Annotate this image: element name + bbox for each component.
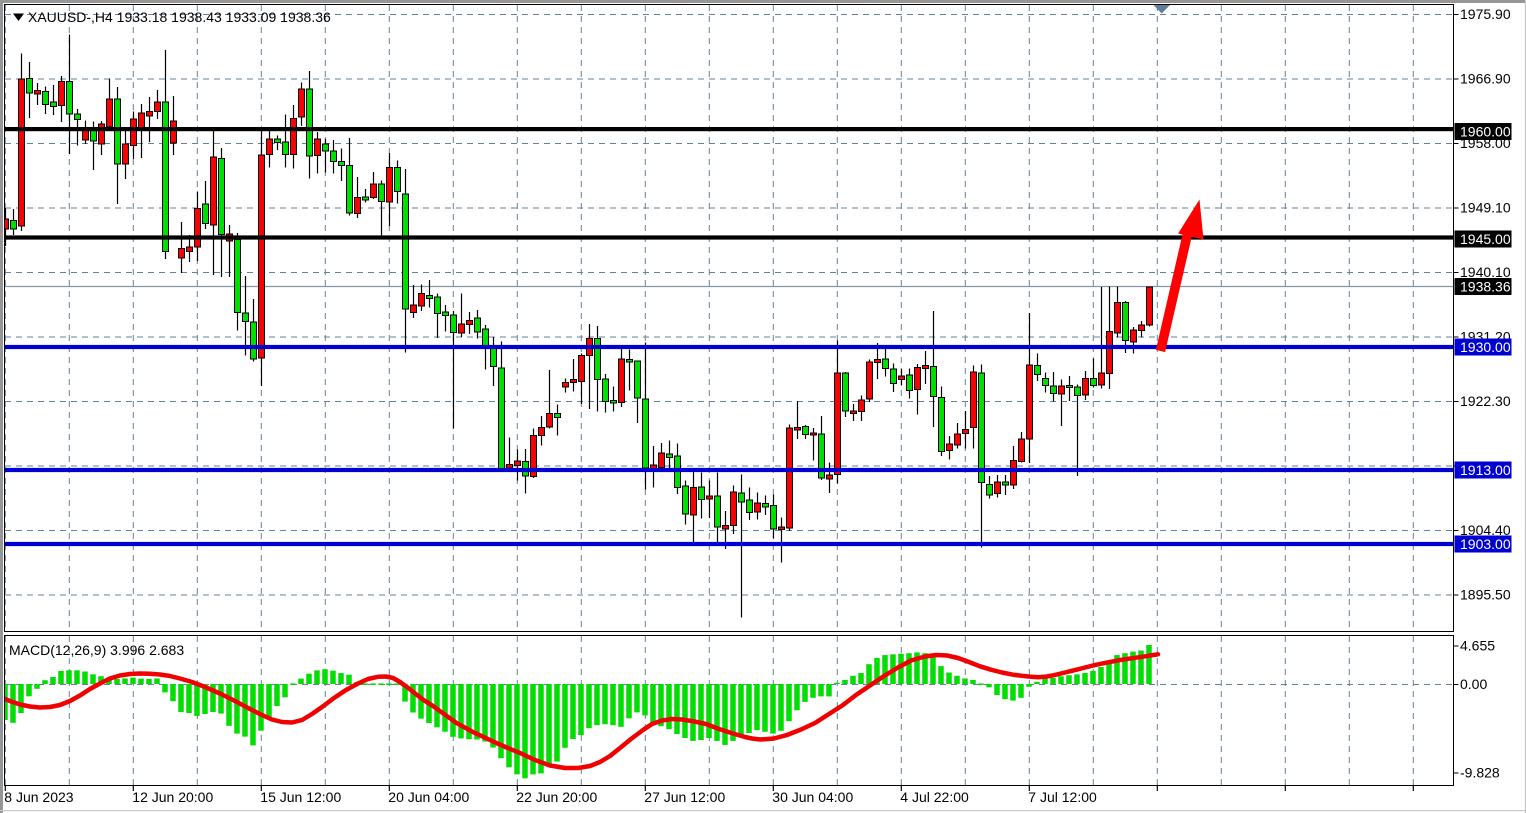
svg-text:1930.00: 1930.00	[1460, 339, 1511, 355]
svg-text:0.00: 0.00	[1460, 676, 1487, 692]
svg-text:30 Jun 04:00: 30 Jun 04:00	[772, 789, 853, 805]
svg-text:20 Jun 04:00: 20 Jun 04:00	[388, 789, 469, 805]
svg-text:MACD(12,26,9) 3.996 2.683: MACD(12,26,9) 3.996 2.683	[9, 642, 184, 658]
svg-text:4 Jul 22:00: 4 Jul 22:00	[900, 789, 969, 805]
svg-text:1940.10: 1940.10	[1460, 264, 1511, 280]
svg-text:7 Jul 12:00: 7 Jul 12:00	[1028, 789, 1097, 805]
svg-text:-9.828: -9.828	[1460, 765, 1500, 781]
svg-text:1960.00: 1960.00	[1460, 124, 1511, 140]
svg-text:12 Jun 20:00: 12 Jun 20:00	[132, 789, 213, 805]
svg-text:1975.90: 1975.90	[1460, 6, 1511, 22]
svg-text:8 Jun 2023: 8 Jun 2023	[4, 789, 73, 805]
svg-text:27 Jun 12:00: 27 Jun 12:00	[644, 789, 725, 805]
svg-text:1949.10: 1949.10	[1460, 200, 1511, 216]
svg-text:XAUUSD-,H4 1933.18 1938.43 193: XAUUSD-,H4 1933.18 1938.43 1933.09 1938.…	[28, 9, 331, 25]
svg-text:1922.30: 1922.30	[1460, 393, 1511, 409]
svg-text:1913.00: 1913.00	[1460, 462, 1511, 478]
svg-text:1895.50: 1895.50	[1460, 587, 1511, 603]
svg-text:1945.00: 1945.00	[1460, 231, 1511, 247]
svg-text:1966.90: 1966.90	[1460, 71, 1511, 87]
svg-text:22 Jun 20:00: 22 Jun 20:00	[516, 789, 597, 805]
svg-text:4.655: 4.655	[1460, 638, 1495, 654]
svg-text:15 Jun 12:00: 15 Jun 12:00	[260, 789, 341, 805]
svg-text:1938.36: 1938.36	[1460, 279, 1511, 295]
svg-text:1903.00: 1903.00	[1460, 536, 1511, 552]
svg-text:1904.40: 1904.40	[1460, 522, 1511, 538]
